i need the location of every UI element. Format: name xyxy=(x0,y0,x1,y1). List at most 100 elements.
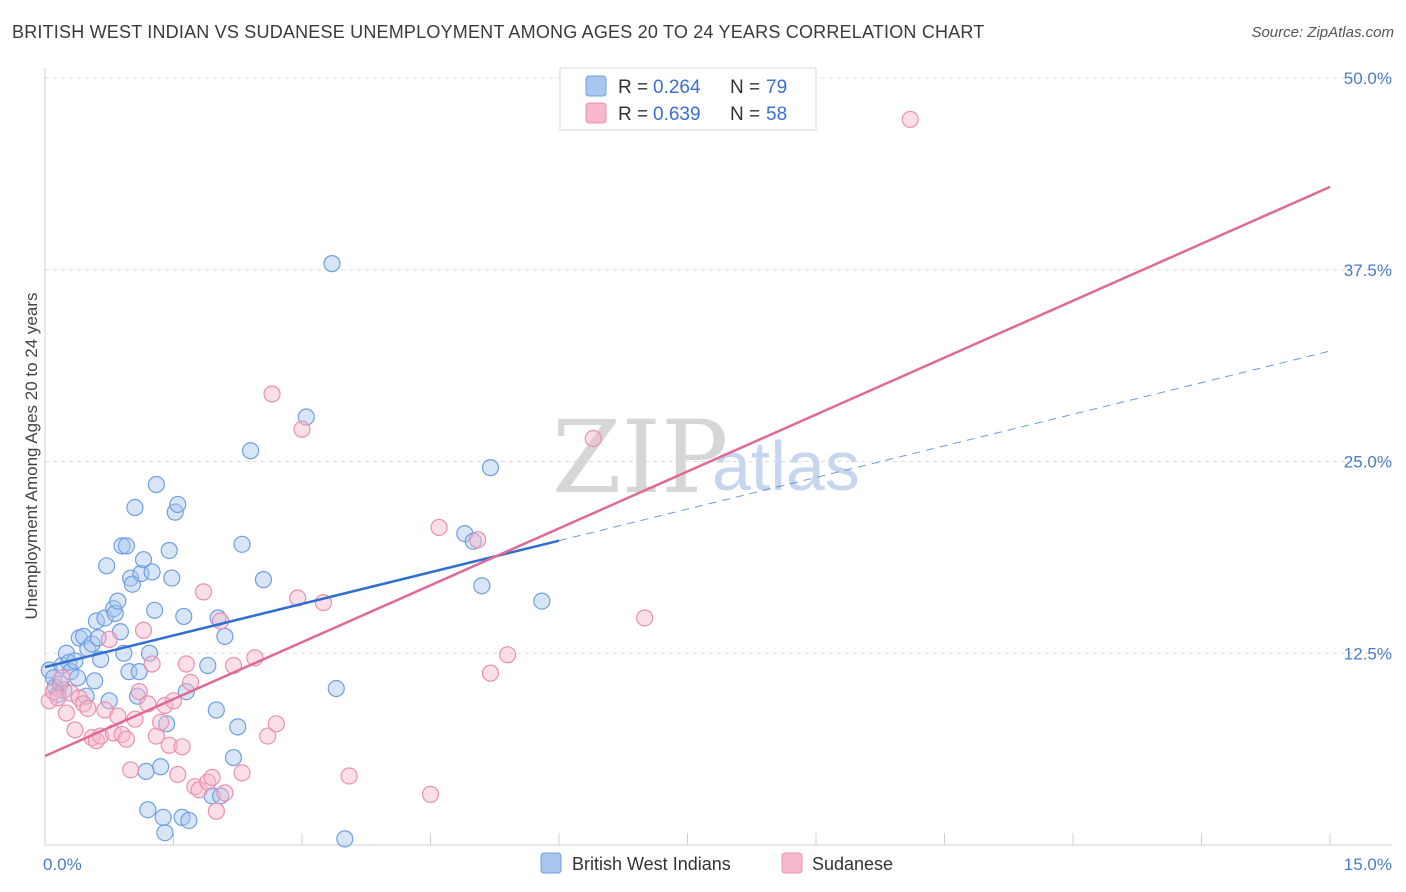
bwi-point-40 xyxy=(139,801,157,819)
bwi-point-52 xyxy=(169,495,187,514)
bwi-point-54 xyxy=(175,607,193,626)
legend-n-value-sudanese: 58 xyxy=(766,104,787,125)
bwi-point-32 xyxy=(122,569,140,587)
bwi-point-45 xyxy=(152,758,170,776)
watermark-zip: ZIP xyxy=(552,399,728,516)
sudanese-point-14 xyxy=(100,630,118,649)
bwi-point-47 xyxy=(156,824,174,842)
bwi-point-43 xyxy=(146,601,164,619)
watermark: ZIP atlas xyxy=(552,399,860,516)
trend-lines xyxy=(44,185,1331,758)
sudanese-point-58 xyxy=(636,609,654,627)
bwi-point-41 xyxy=(140,644,159,662)
chart-title: BRITISH WEST INDIAN VS SUDANESE UNEMPLOY… xyxy=(12,22,985,42)
source-credit: Source: ZipAtlas.com xyxy=(1251,24,1394,41)
y-tick-label-0: 12.5% xyxy=(1344,644,1392,663)
sudanese-point-28 xyxy=(160,736,178,754)
bwi-point-70 xyxy=(327,679,345,698)
y-tick-label-2: 37.5% xyxy=(1344,261,1392,280)
y-tick-label-1: 25.0% xyxy=(1344,453,1392,472)
bwi-point-74 xyxy=(473,577,491,595)
sudanese-point-19 xyxy=(122,761,140,779)
bwi-point-69 xyxy=(323,255,341,273)
bwi-point-66 xyxy=(242,442,260,460)
sudanese-trend-line xyxy=(44,185,1331,758)
sudanese-point-21 xyxy=(130,682,148,701)
series-sudanese xyxy=(40,110,919,820)
legend-n-label-bwi: N = xyxy=(730,77,760,98)
bwi-point-50 xyxy=(163,569,181,587)
bwi-point-30 xyxy=(117,537,135,555)
bottom-legend-swatch-bwi xyxy=(540,852,562,874)
sudanese-point-3 xyxy=(53,669,71,687)
bwi-point-39 xyxy=(137,762,155,780)
gridlines xyxy=(45,77,1392,654)
sudanese-point-41 xyxy=(216,784,234,802)
bwi-point-67 xyxy=(254,571,273,589)
legend-n-value-bwi: 79 xyxy=(766,77,787,98)
sudanese-point-24 xyxy=(143,655,161,673)
bottom-legend: British West Indians Sudanese xyxy=(540,852,893,874)
bwi-point-60 xyxy=(209,609,227,627)
sudanese-point-43 xyxy=(233,764,251,782)
bwi-point-57 xyxy=(199,656,217,675)
sudanese-point-57 xyxy=(584,429,602,448)
axes xyxy=(44,68,1392,846)
bwi-point-56 xyxy=(180,811,198,830)
sudanese-point-54 xyxy=(469,531,487,549)
bwi-point-17 xyxy=(86,672,104,690)
sudanese-point-38 xyxy=(203,768,221,787)
sudanese-point-51 xyxy=(340,767,358,785)
bwi-point-11 xyxy=(68,669,87,687)
bwi-point-21 xyxy=(96,609,114,627)
sudanese-point-40 xyxy=(212,612,230,630)
sudanese-point-53 xyxy=(430,518,448,537)
sudanese-point-9 xyxy=(79,699,97,718)
bwi-point-38 xyxy=(134,551,153,569)
bwi-point-49 xyxy=(160,541,178,560)
bwi-point-64 xyxy=(229,718,247,736)
sudanese-point-30 xyxy=(169,765,187,784)
sudanese-point-18 xyxy=(117,730,135,748)
bwi-point-62 xyxy=(216,627,234,645)
bwi-point-23 xyxy=(100,692,118,710)
bwi-point-46 xyxy=(154,808,172,826)
bwi-point-34 xyxy=(126,498,144,517)
sudanese-point-49 xyxy=(293,420,311,438)
sudanese-point-31 xyxy=(173,738,191,756)
bwi-point-71 xyxy=(336,830,354,848)
sudanese-point-47 xyxy=(263,385,281,403)
bwi-point-75 xyxy=(481,459,500,477)
sudanese-point-4 xyxy=(57,704,76,722)
sudanese-point-5 xyxy=(62,684,80,702)
sudanese-point-39 xyxy=(207,802,225,820)
bwi-point-36 xyxy=(130,663,148,681)
sudanese-point-55 xyxy=(481,664,500,682)
sudanese-point-25 xyxy=(147,727,165,745)
x-ticks xyxy=(44,833,1331,845)
sudanese-point-32 xyxy=(177,655,195,673)
legend-r-value-bwi: 0.264 xyxy=(653,77,701,98)
bwi-point-65 xyxy=(233,535,251,553)
legend: R = 0.264 N = 79 R = 0.639 N = 58 xyxy=(559,67,817,131)
legend-r-label-sudanese: R = xyxy=(618,104,648,125)
x-tick-labels: 0.0% 15.0% xyxy=(43,855,1392,874)
sudanese-point-36 xyxy=(194,583,213,601)
sudanese-point-6 xyxy=(66,721,84,739)
bwi-trend-line-extension xyxy=(558,350,1331,542)
sudanese-point-45 xyxy=(259,727,277,745)
sudanese-point-52 xyxy=(421,785,440,803)
bwi-trend-line xyxy=(44,539,560,669)
legend-n-label-sudanese: N = xyxy=(730,104,760,125)
bwi-point-76 xyxy=(533,592,551,610)
bottom-legend-swatch-sudanese xyxy=(781,852,803,874)
sudanese-point-59 xyxy=(901,110,919,129)
sudanese-point-2 xyxy=(49,689,67,707)
legend-r-label-bwi: R = xyxy=(618,77,648,98)
bwi-point-28 xyxy=(113,537,131,555)
series-british-west-indians xyxy=(40,255,551,848)
x-tick-label-max: 15.0% xyxy=(1344,855,1392,874)
legend-swatch-sudanese xyxy=(585,102,607,124)
bwi-point-26 xyxy=(109,592,127,610)
